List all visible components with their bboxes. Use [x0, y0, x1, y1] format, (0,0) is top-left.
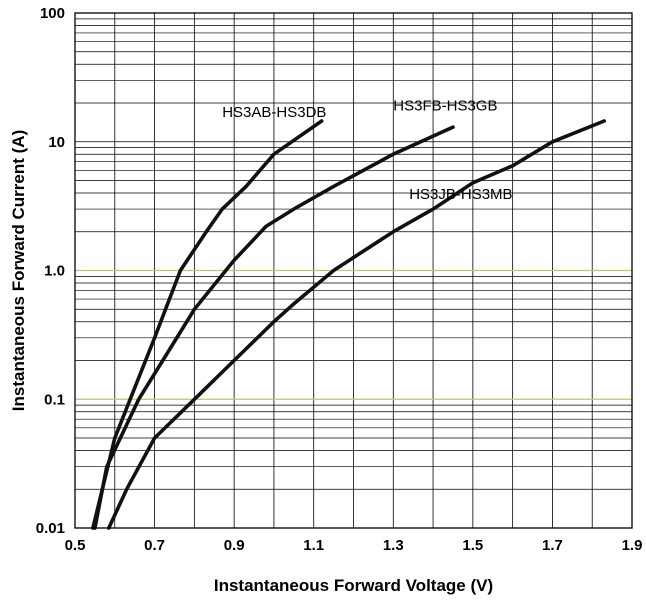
series-labels: HS3AB-HS3DB HS3FB-HS3GB HS3JB-HS3MB	[222, 97, 512, 202]
y-axis-title: Instantaneous Forward Current (A)	[9, 130, 28, 411]
y-tick-label: 0.1	[44, 391, 65, 408]
x-axis-title: Instantaneous Forward Voltage (V)	[214, 576, 493, 595]
series-group	[91, 119, 607, 530]
y-tick-label: 1.0	[44, 263, 65, 280]
series-label: HS3JB-HS3MB	[409, 186, 512, 203]
x-tick-label: 1.1	[303, 537, 324, 554]
series-line-3	[107, 119, 607, 530]
x-tick-label: 0.5	[65, 537, 86, 554]
x-tick-label: 1.3	[383, 537, 404, 554]
plot-frame	[74, 12, 633, 529]
y-tick-label: 100	[40, 5, 65, 22]
x-tick-labels: 0.5 0.7 0.9 1.1 1.3 1.5 1.7 1.9	[65, 537, 643, 554]
x-tick-label: 0.7	[144, 537, 165, 554]
x-tick-label: 0.9	[224, 537, 245, 554]
y-tick-labels: 0.01 0.1 1.0 10 100	[36, 5, 65, 537]
series-line-1	[91, 119, 324, 530]
x-tick-label: 1.7	[542, 537, 563, 554]
series-line-2	[93, 125, 455, 530]
x-tick-label: 1.5	[462, 537, 483, 554]
y-tick-label: 0.01	[36, 520, 65, 537]
series-label: HS3FB-HS3GB	[393, 97, 497, 114]
series-label: HS3AB-HS3DB	[222, 104, 326, 121]
grid	[74, 13, 633, 529]
y-tick-label: 10	[48, 134, 65, 151]
x-tick-label: 1.9	[622, 537, 643, 554]
